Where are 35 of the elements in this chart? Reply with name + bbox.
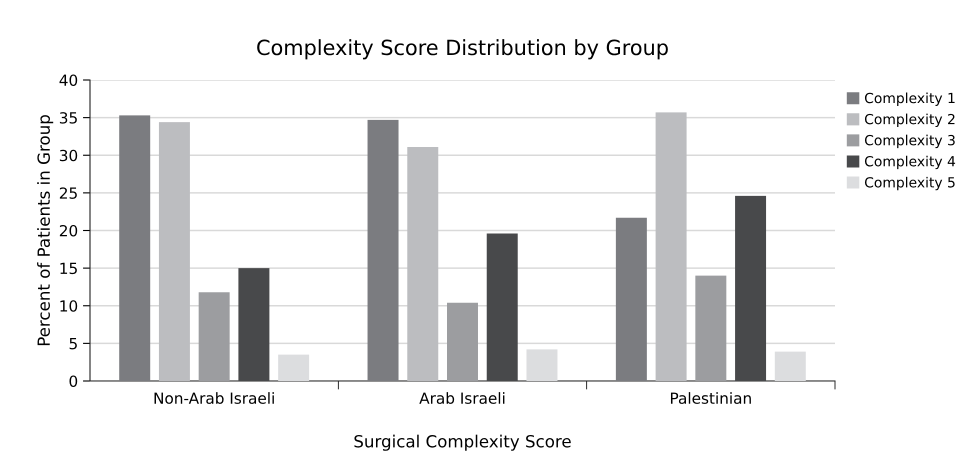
bar [735,196,766,381]
legend-label: Complexity 4 [864,156,956,170]
y-tick-label: 10 [60,300,78,312]
y-tick-label: 20 [60,224,78,237]
x-tick-label: Non-Arab Israeli [154,392,274,404]
y-tick-label: 0 [69,375,78,388]
bar [198,292,230,381]
bar [656,112,687,381]
legend-label: Complexity 5 [864,176,955,190]
legend-label: Complexity 3 [864,134,955,148]
bar [616,218,647,381]
bar [278,354,310,381]
bar [695,276,726,381]
y-tick-label: 35 [60,112,77,124]
bar [158,122,190,381]
x-axis-title: Surgical Complexity Score [354,434,571,451]
y-tick-label: 5 [70,338,77,350]
legend-label: Complexity 2 [864,114,954,128]
bar [368,120,399,381]
y-tick-label: 15 [60,262,77,274]
bar [119,115,150,381]
bar [526,349,558,381]
y-axis-title: Percent of Patients in Group [37,115,54,346]
legend-label: Complexity 1 [864,92,955,106]
bar [774,352,806,381]
y-tick-label: 30 [60,150,78,162]
x-tick-label: Palestinian [670,392,751,404]
bar [407,146,438,381]
bar [486,234,518,381]
x-tick-label: Arab Israeli [419,392,504,404]
y-tick-label: 25 [60,187,77,199]
bar [447,302,478,381]
y-tick-label: 40 [60,74,78,86]
bar [238,268,270,381]
chart-title: Complexity Score Distribution by Group [257,39,668,60]
